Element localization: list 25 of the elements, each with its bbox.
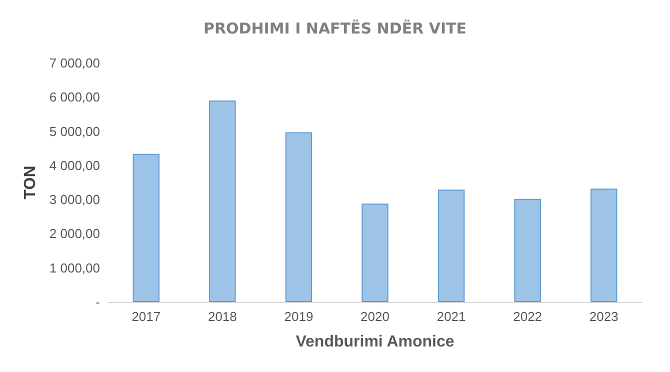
y-tick-label: -	[96, 294, 100, 310]
y-tick-label: 7 000,00	[49, 56, 100, 70]
bar	[209, 100, 236, 302]
x-tick-label: 2023	[589, 309, 618, 324]
y-tick-label: 1 000,00	[49, 260, 100, 276]
y-tick-label: 5 000,00	[49, 124, 100, 139]
x-tick-label: 2017	[132, 309, 161, 324]
bar	[514, 198, 541, 302]
y-tick-label: 4 000,00	[49, 158, 100, 173]
bar	[362, 204, 388, 302]
x-tick-label: 2019	[284, 309, 314, 324]
y-tick-label: 6 000,00	[49, 90, 100, 105]
y-tick-label: 3 000,00	[49, 192, 100, 208]
bar	[590, 188, 618, 302]
y-tick-label: 2 000,00	[49, 226, 100, 242]
x-tick-label: 2018	[208, 309, 237, 324]
x-axis-title: Vendburimi Amonice	[296, 334, 454, 350]
x-tick-label: 2021	[436, 309, 466, 324]
bar	[285, 132, 312, 302]
chart-title: PRODHIMI I NAFTËS NDËR VITE	[203, 20, 467, 38]
x-tick-label: 2020	[360, 309, 390, 324]
bar	[438, 190, 465, 302]
y-axis-title: TON	[22, 166, 39, 200]
bar	[132, 154, 160, 302]
x-tick-label: 2022	[513, 309, 542, 324]
